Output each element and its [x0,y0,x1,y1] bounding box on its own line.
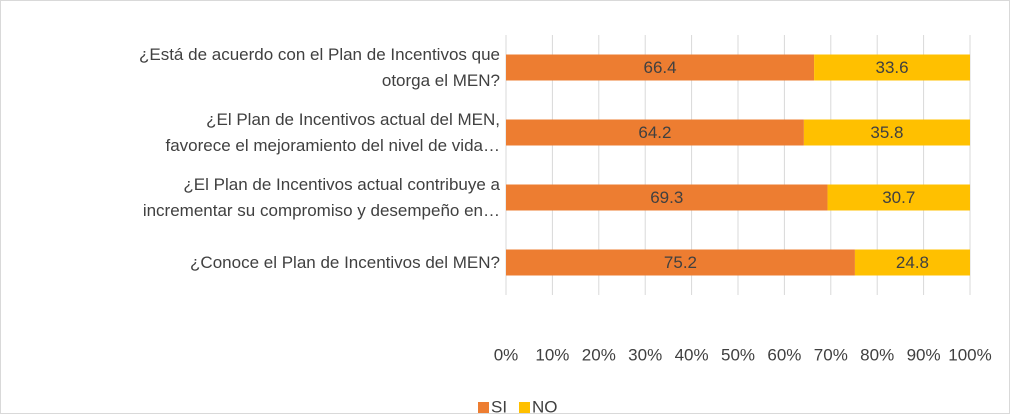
x-tick-label: 90% [907,345,941,364]
data-label: 75.2 [664,253,697,272]
bar-segment [854,249,970,276]
x-tick-label: 100% [948,345,991,364]
y-tick-label: ¿El Plan de Incentivos actual contribuye… [142,174,500,220]
data-label: 69.3 [650,188,683,207]
legend-label: NO [532,397,558,415]
bar-segment [506,54,815,81]
x-tick-label: 50% [721,345,755,364]
data-label: 64.2 [638,123,671,142]
bar-segment [803,119,970,146]
legend-label: SI [491,397,507,415]
data-label: 35.8 [870,123,903,142]
bar-segment [506,184,828,211]
x-tick-label: 0% [494,345,519,364]
y-tick-label: ¿Conoce el Plan de Incentivos del MEN? [190,252,500,272]
x-tick-label: 80% [860,345,894,364]
data-label: 66.4 [644,58,677,77]
y-tick-label: ¿Está de acuerdo con el Plan de Incentiv… [138,44,500,90]
x-tick-label: 20% [582,345,616,364]
bar-segment [506,119,804,146]
x-tick-label: 40% [675,345,709,364]
legend-swatch [478,402,489,413]
y-tick-label: ¿El Plan de Incentivos actual del MEN, f… [165,109,500,155]
x-tick-label: 30% [628,345,662,364]
x-tick-label: 70% [814,345,848,364]
bar-segment [506,249,855,276]
data-label: 24.8 [896,253,929,272]
bar-segment [814,54,970,81]
x-tick-label: 60% [767,345,801,364]
bar-segment [827,184,970,211]
data-label: 30.7 [882,188,915,207]
data-label: 33.6 [876,58,909,77]
legend-swatch [519,402,530,413]
x-tick-label: 10% [535,345,569,364]
